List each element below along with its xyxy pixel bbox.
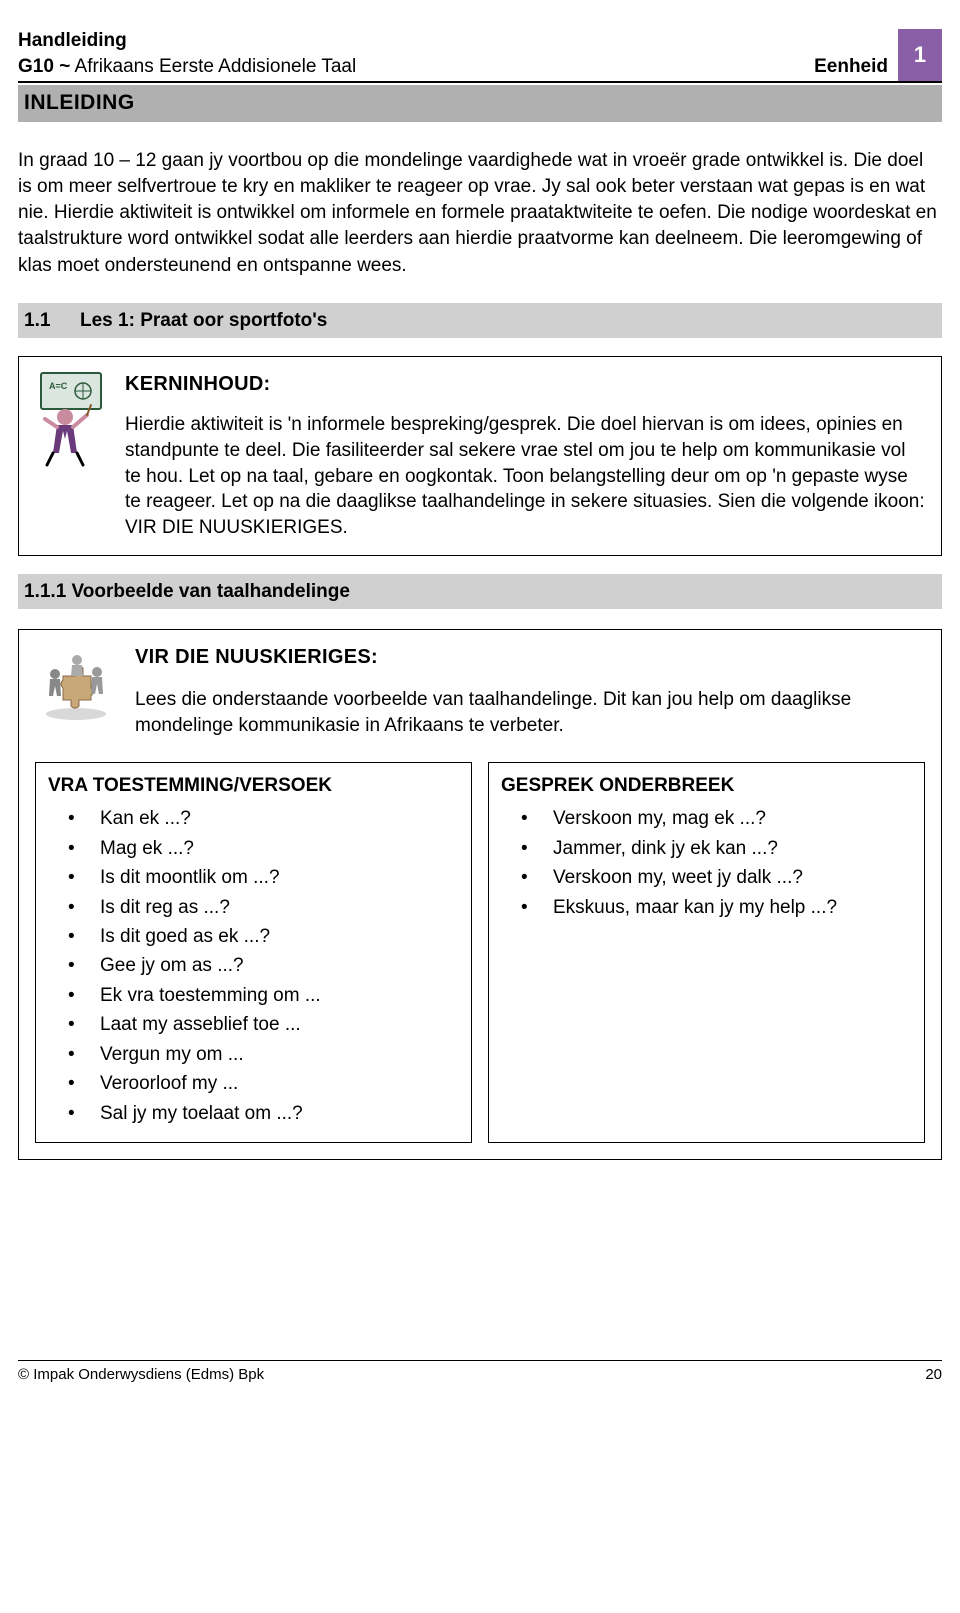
list-item: Is dit reg as ...? [52, 893, 459, 922]
subsection-heading: 1.1.1 Voorbeelde van taalhandelinge [18, 574, 942, 610]
list-item: Laat my asseblief toe ... [52, 1010, 459, 1039]
left-column-list: Kan ek ...? Mag ek ...? Is dit moontlik … [48, 804, 459, 1128]
list-item: Verskoon my, weet jy dalk ...? [505, 863, 912, 892]
header-right: Eenheid 1 [814, 29, 942, 79]
right-column: GESPREK ONDERBREEK Verskoon my, mag ek .… [488, 762, 925, 1143]
footer-copyright: © Impak Onderwysdiens (Edms) Bpk [18, 1365, 264, 1385]
list-item: Kan ek ...? [52, 804, 459, 833]
left-column-title: VRA TOESTEMMING/VERSOEK [48, 773, 459, 799]
list-item: Vergun my om ... [52, 1040, 459, 1069]
list-item: Ek vra toestemming om ... [52, 981, 459, 1010]
right-column-title: GESPREK ONDERBREEK [501, 773, 912, 799]
list-item: Mag ek ...? [52, 834, 459, 863]
nuuskieriges-title: VIR DIE NUUSKIERIGES: [135, 644, 925, 671]
nuuskieriges-box: VIR DIE NUUSKIERIGES: Lees die onderstaa… [18, 629, 942, 1160]
unit-label: Eenheid [814, 54, 888, 80]
intro-paragraph: In graad 10 – 12 gaan jy voortbou op die… [18, 148, 942, 279]
list-item: Gee jy om as ...? [52, 951, 459, 980]
svg-text:A=C: A=C [49, 381, 68, 391]
lesson-title: Les 1: Praat oor sportfoto's [80, 310, 327, 331]
lesson-heading: 1.1Les 1: Praat oor sportfoto's [18, 303, 942, 339]
nuuskieriges-content: VIR DIE NUUSKIERIGES: Lees die onderstaa… [135, 644, 925, 739]
section-heading: INLEIDING [18, 85, 942, 121]
list-item: Jammer, dink jy ek kan ...? [505, 834, 912, 863]
kerninhoud-box: A=C KERNINHOUD: Hierdie aktiwiteit is 'n… [18, 356, 942, 555]
list-item: Is dit goed as ek ...? [52, 922, 459, 951]
header-line1: Handleiding [18, 28, 356, 54]
kerninhoud-title: KERNINHOUD: [125, 371, 925, 398]
columns-wrapper: VRA TOESTEMMING/VERSOEK Kan ek ...? Mag … [35, 762, 925, 1143]
nuuskieriges-top: VIR DIE NUUSKIERIGES: Lees die onderstaa… [35, 644, 925, 739]
right-column-list: Verskoon my, mag ek ...? Jammer, dink jy… [501, 804, 912, 922]
list-item: Verskoon my, mag ek ...? [505, 804, 912, 833]
lesson-number: 1.1 [24, 308, 80, 334]
teacher-board-icon: A=C [35, 371, 107, 467]
list-item: Is dit moontlik om ...? [52, 863, 459, 892]
list-item: Ekskuus, maar kan jy my help ...? [505, 893, 912, 922]
header-line2-bold: G10 ~ [18, 56, 70, 77]
kerninhoud-content: KERNINHOUD: Hierdie aktiwiteit is 'n inf… [125, 371, 925, 540]
header-line2: G10 ~ Afrikaans Eerste Addisionele Taal [18, 54, 356, 80]
kerninhoud-text: Hierdie aktiwiteit is 'n informele bespr… [125, 412, 925, 540]
unit-number-badge: 1 [898, 29, 942, 81]
header-line2-rest: Afrikaans Eerste Addisionele Taal [70, 56, 356, 77]
header-title-block: Handleiding G10 ~ Afrikaans Eerste Addis… [18, 28, 356, 79]
nuuskieriges-lead: Lees die onderstaande voorbeelde van taa… [135, 687, 925, 739]
list-item: Veroorloof my ... [52, 1069, 459, 1098]
footer-page-number: 20 [925, 1365, 942, 1385]
list-item: Sal jy my toelaat om ...? [52, 1099, 459, 1128]
puzzle-people-icon [35, 644, 117, 724]
left-column: VRA TOESTEMMING/VERSOEK Kan ek ...? Mag … [35, 762, 472, 1143]
page-header: Handleiding G10 ~ Afrikaans Eerste Addis… [18, 0, 942, 83]
page-footer: © Impak Onderwysdiens (Edms) Bpk 20 [18, 1360, 942, 1405]
